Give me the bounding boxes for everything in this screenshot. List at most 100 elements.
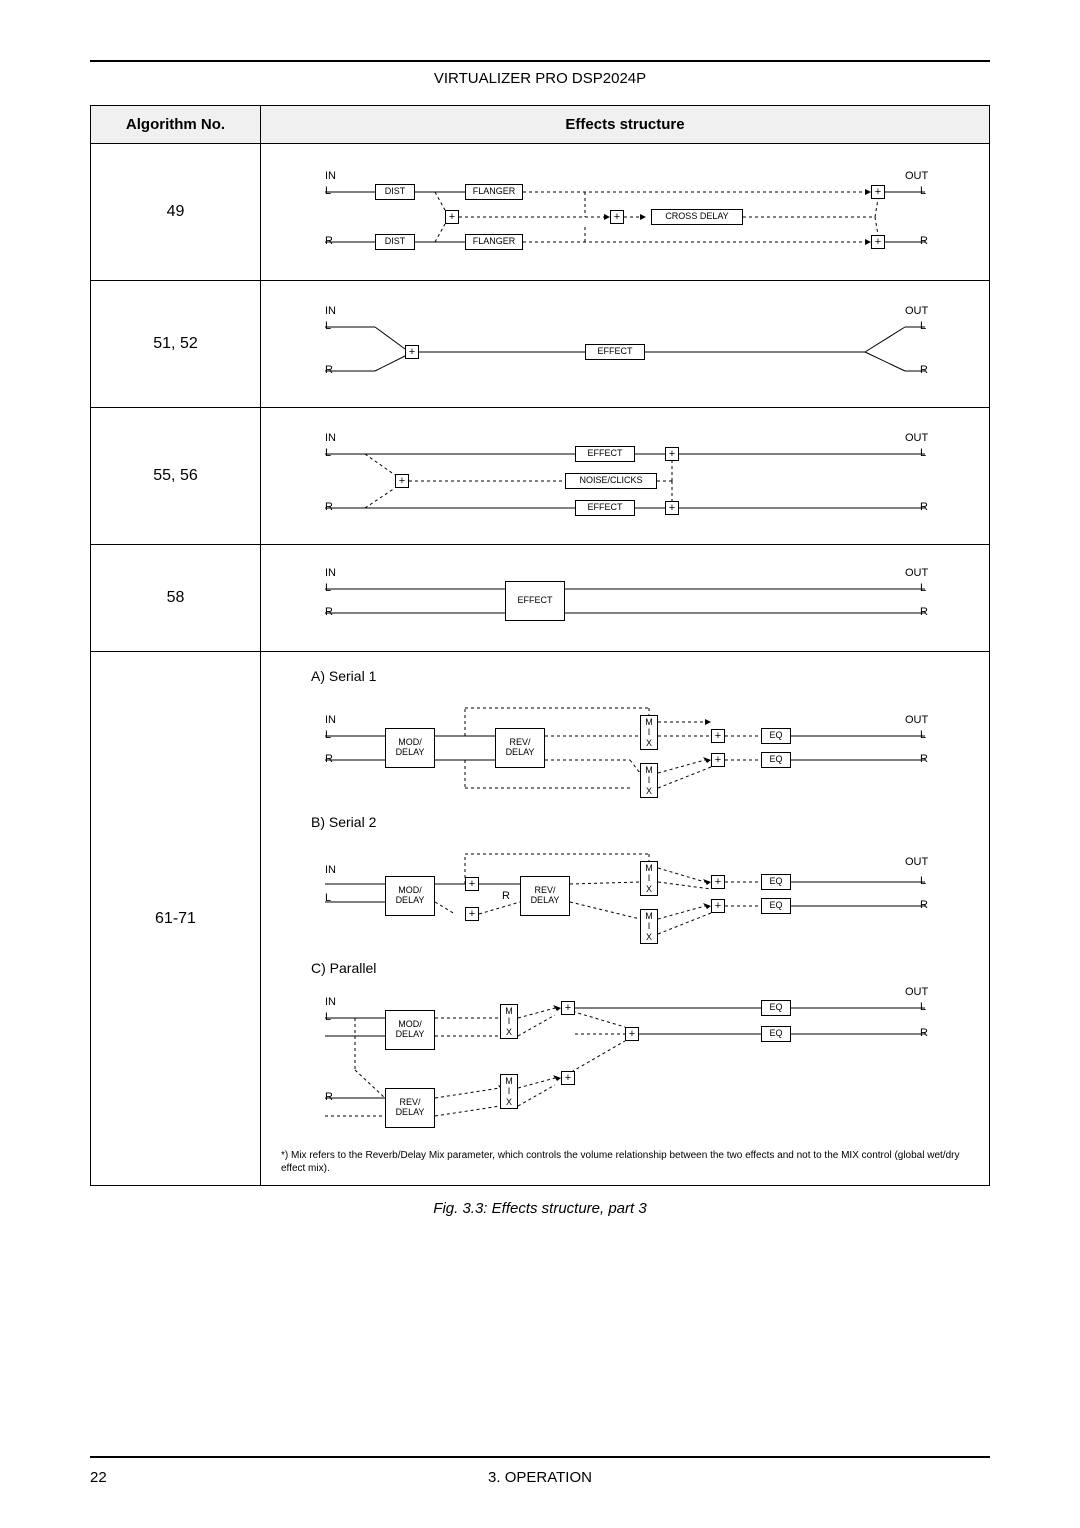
noise-box: NOISE/CLICKS <box>565 473 657 489</box>
sum-icon: + <box>665 447 679 461</box>
mix-box: M I X <box>640 715 658 750</box>
label-r: R <box>920 501 928 513</box>
label-out: OUT <box>905 567 928 579</box>
eq-box: EQ <box>761 1000 791 1016</box>
effect-box: EFFECT <box>575 500 635 516</box>
sum-icon: + <box>561 1001 575 1015</box>
dist-box: DIST <box>375 234 415 250</box>
subhead-b: B) Serial 2 <box>311 814 969 830</box>
rev-delay-box: REV/ DELAY <box>495 728 545 768</box>
label-l: L <box>920 729 926 741</box>
label-in: IN <box>325 864 336 876</box>
label-l: L <box>920 875 926 887</box>
label-in: IN <box>325 432 336 444</box>
header-title: VIRTUALIZER PRO DSP2024P <box>90 70 990 87</box>
label-in: IN <box>325 996 336 1008</box>
subhead-a: A) Serial 1 <box>311 668 969 684</box>
sum-icon: + <box>445 210 459 224</box>
sum-icon: + <box>711 729 725 743</box>
label-out: OUT <box>905 432 928 444</box>
sum-icon: + <box>465 877 479 891</box>
label-r: R <box>920 899 928 911</box>
sum-icon: + <box>610 210 624 224</box>
sum-icon: + <box>871 235 885 249</box>
mix-box: M I X <box>640 909 658 944</box>
algo-cell: 49 <box>91 144 261 281</box>
label-l: L <box>920 582 926 594</box>
label-in: IN <box>325 567 336 579</box>
label-r: R <box>325 364 333 376</box>
label-r: R <box>920 606 928 618</box>
mix-box: M I X <box>640 861 658 896</box>
eq-box: EQ <box>761 1026 791 1042</box>
algo-cell: 51, 52 <box>91 281 261 408</box>
label-l: L <box>325 1011 331 1023</box>
eff-cell: IN OUT L L R R EFFECT EFFECT NOISE/CLICK… <box>261 408 990 545</box>
rev-delay-box: REV/ DELAY <box>385 1088 435 1128</box>
sum-icon: + <box>871 185 885 199</box>
crossdelay-box: CROSS DELAY <box>651 209 743 225</box>
label-in: IN <box>325 170 336 182</box>
label-l: L <box>325 320 331 332</box>
label-r: R <box>325 235 333 247</box>
figure-caption: Fig. 3.3: Effects structure, part 3 <box>90 1200 990 1217</box>
sum-icon: + <box>395 474 409 488</box>
label-in: IN <box>325 714 336 726</box>
label-r: R <box>325 606 333 618</box>
label-l: L <box>920 185 926 197</box>
dist-box: DIST <box>375 184 415 200</box>
algo-cell: 61-71 <box>91 652 261 1186</box>
label-r: R <box>920 364 928 376</box>
label-r: R <box>920 235 928 247</box>
label-l: L <box>325 185 331 197</box>
label-r: R <box>325 753 333 765</box>
label-out: OUT <box>905 986 928 998</box>
label-r: R <box>920 1027 928 1039</box>
label-l: L <box>920 1001 926 1013</box>
sum-icon: + <box>711 753 725 767</box>
mod-delay-box: MOD/ DELAY <box>385 876 435 916</box>
flanger-box: FLANGER <box>465 184 523 200</box>
label-l: L <box>920 447 926 459</box>
th-algorithm: Algorithm No. <box>91 106 261 144</box>
effect-box: EFFECT <box>505 581 565 621</box>
sum-icon: + <box>711 899 725 913</box>
effect-box: EFFECT <box>575 446 635 462</box>
th-effects: Effects structure <box>261 106 990 144</box>
rev-delay-box: REV/ DELAY <box>520 876 570 916</box>
mix-box: M I X <box>640 763 658 798</box>
eff-cell: IN OUT L L R R EFFECT <box>261 545 990 652</box>
table-row: 61-71 A) Serial 1 <box>91 652 990 1186</box>
mod-delay-box: MOD/ DELAY <box>385 728 435 768</box>
sum-icon: + <box>465 907 479 921</box>
label-r: R <box>325 1091 333 1103</box>
table-row: 55, 56 IN OUT <box>91 408 990 545</box>
eff-cell: IN OUT L L R R + EFFECT <box>261 281 990 408</box>
footnote: *) Mix refers to the Reverb/Delay Mix pa… <box>281 1150 969 1175</box>
label-out: OUT <box>905 170 928 182</box>
mix-box: M I X <box>500 1074 518 1109</box>
effect-box: EFFECT <box>585 344 645 360</box>
algo-cell: 55, 56 <box>91 408 261 545</box>
table-row: 51, 52 IN OUT L L R <box>91 281 990 408</box>
sum-icon: + <box>665 501 679 515</box>
label-out: OUT <box>905 856 928 868</box>
label-r: R <box>920 753 928 765</box>
label-in: IN <box>325 305 336 317</box>
label-l: L <box>325 892 331 904</box>
label-l: L <box>325 582 331 594</box>
eq-box: EQ <box>761 752 791 768</box>
label-out: OUT <box>905 305 928 317</box>
label-out: OUT <box>905 714 928 726</box>
eff-cell: A) Serial 1 <box>261 652 990 1186</box>
section-label: 3. OPERATION <box>90 1469 990 1486</box>
mod-delay-box: MOD/ DELAY <box>385 1010 435 1050</box>
eff-cell: IN OUT L L R R DIST DIST FLANGER FLANGER… <box>261 144 990 281</box>
label-l: L <box>325 729 331 741</box>
flanger-box: FLANGER <box>465 234 523 250</box>
eq-box: EQ <box>761 874 791 890</box>
sum-icon: + <box>561 1071 575 1085</box>
label-l: L <box>920 320 926 332</box>
eq-box: EQ <box>761 728 791 744</box>
label-r: R <box>325 501 333 513</box>
